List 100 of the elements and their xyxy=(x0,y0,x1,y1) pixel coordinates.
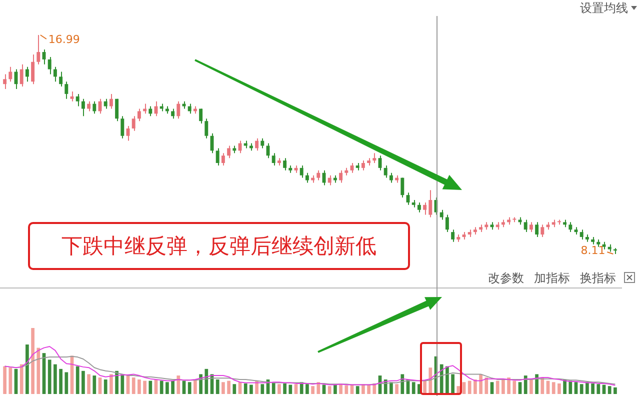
candlestick xyxy=(372,152,376,164)
candlestick xyxy=(227,145,231,159)
bar xyxy=(512,380,516,394)
bar xyxy=(36,348,40,394)
bar xyxy=(166,382,169,394)
bar xyxy=(468,380,472,394)
candlestick xyxy=(87,100,91,112)
candlestick xyxy=(400,177,404,198)
bar xyxy=(334,384,337,394)
candlestick xyxy=(529,222,533,233)
bar xyxy=(283,383,286,394)
candlestick xyxy=(428,190,432,218)
bar xyxy=(586,382,589,394)
candlestick xyxy=(143,103,147,114)
bar xyxy=(54,364,57,394)
candlestick xyxy=(3,74,7,90)
bar xyxy=(591,383,594,394)
bar xyxy=(507,378,510,394)
candlestick xyxy=(25,66,29,82)
bar xyxy=(59,368,62,394)
candlestick xyxy=(451,229,455,242)
candlestick xyxy=(120,116,124,139)
annotation: 8.11 xyxy=(580,244,606,257)
candlestick xyxy=(316,170,320,181)
candlestick xyxy=(423,202,427,216)
bar xyxy=(8,368,12,394)
bar xyxy=(87,374,90,394)
bar xyxy=(552,382,556,394)
text: 加指标 xyxy=(534,270,570,287)
bar xyxy=(176,376,180,394)
bar xyxy=(596,384,600,394)
bar xyxy=(395,384,398,394)
bar xyxy=(574,382,578,394)
bar xyxy=(278,384,281,394)
bar xyxy=(288,384,292,394)
bar xyxy=(138,379,141,394)
text: 改参数 xyxy=(488,270,524,287)
bar xyxy=(199,374,202,394)
bar xyxy=(535,374,538,394)
bar xyxy=(120,374,124,394)
bar xyxy=(132,378,136,394)
candlestick xyxy=(440,209,444,220)
bar xyxy=(26,344,29,394)
candlestick xyxy=(64,81,68,100)
bar xyxy=(143,380,146,394)
bar xyxy=(194,379,197,394)
candlestick xyxy=(204,118,208,139)
bar xyxy=(31,328,34,394)
candlestick xyxy=(176,100,180,120)
bar xyxy=(412,382,416,394)
candlestick xyxy=(132,116,136,132)
candlestick xyxy=(255,138,259,152)
bar xyxy=(160,380,164,394)
bar xyxy=(451,374,454,394)
bar xyxy=(328,386,332,394)
candlestick xyxy=(81,98,85,117)
candlestick xyxy=(445,214,449,233)
candlestick xyxy=(171,108,175,120)
bar xyxy=(502,379,505,394)
bar xyxy=(188,382,192,394)
bar xyxy=(474,379,477,394)
bar xyxy=(568,380,572,394)
candlestick xyxy=(53,66,57,82)
bar xyxy=(490,382,494,394)
bar xyxy=(64,372,68,394)
candlestick xyxy=(137,108,141,122)
candlestick xyxy=(272,152,276,166)
candlestick xyxy=(221,152,225,166)
candlestick xyxy=(540,224,544,238)
bar xyxy=(356,386,360,394)
bar xyxy=(390,382,393,394)
candlestick xyxy=(188,103,192,114)
bar xyxy=(260,384,264,394)
candlestick xyxy=(92,100,96,114)
bar xyxy=(216,379,220,394)
candlestick xyxy=(260,138,264,149)
bar xyxy=(614,387,617,394)
candlestick xyxy=(384,164,388,178)
bar xyxy=(479,374,482,394)
candlestick xyxy=(216,148,220,166)
bar xyxy=(608,386,612,394)
bar xyxy=(311,386,314,394)
bar xyxy=(484,378,488,394)
bar xyxy=(110,374,113,394)
text: 换指标 xyxy=(580,270,616,287)
bar xyxy=(518,382,522,394)
bar xyxy=(222,382,225,394)
bar xyxy=(462,382,466,394)
candlestick xyxy=(535,222,539,238)
bar xyxy=(294,384,298,394)
bar xyxy=(496,380,500,394)
bar xyxy=(250,384,253,394)
bar xyxy=(362,384,365,394)
candlestick xyxy=(36,34,40,65)
candlestick xyxy=(283,158,287,171)
bar xyxy=(306,384,309,394)
candlestick xyxy=(20,64,24,88)
bar xyxy=(92,376,96,394)
candlestick xyxy=(568,222,572,233)
bar xyxy=(530,379,533,394)
